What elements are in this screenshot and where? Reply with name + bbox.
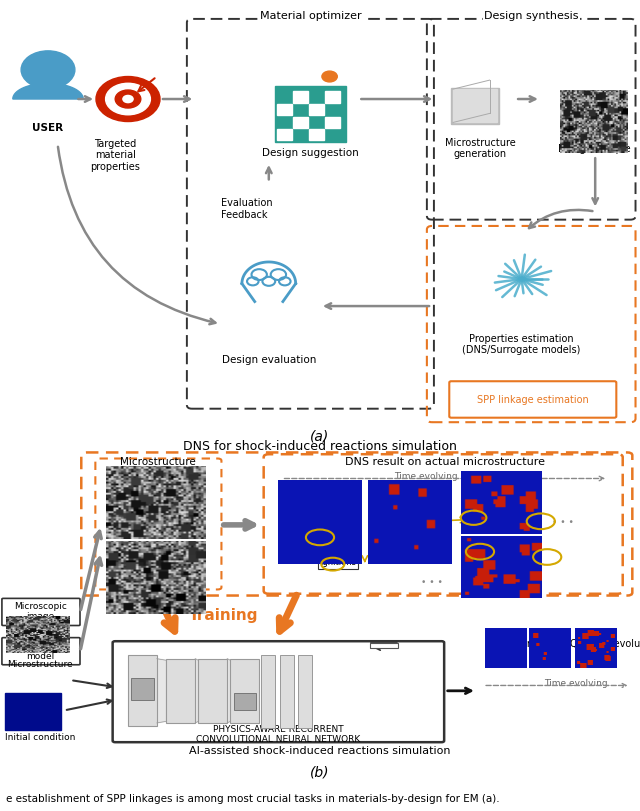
Text: (b): (b) [310,766,330,780]
Text: USER: USER [33,123,63,133]
Polygon shape [195,659,198,723]
Bar [309,104,324,115]
Bar [451,88,499,124]
Bar [277,129,292,140]
Text: Microstructure: Microstructure [8,659,73,668]
Text: AI-assisted shock-induced reactions simulation: AI-assisted shock-induced reactions simu… [189,746,451,757]
Bar [453,89,497,122]
Text: Design evaluation: Design evaluation [221,355,316,365]
Bar [293,117,308,128]
Circle shape [123,96,133,103]
Bar [128,655,157,727]
Bar [5,693,61,730]
Text: Design sample: Design sample [557,144,630,153]
Text: Hotspot
growth: Hotspot growth [374,512,407,531]
Bar [275,85,346,142]
Text: Properties estimation
(DNS/Surrogate models): Properties estimation (DNS/Surrogate mod… [463,333,580,355]
FancyBboxPatch shape [113,642,444,742]
Bar [131,678,154,700]
Text: Design synthesis: Design synthesis [484,11,579,21]
Text: • • •: • • • [552,518,574,527]
Text: • •: • • [557,662,572,672]
Circle shape [21,51,75,88]
Text: Material optimizer: Material optimizer [260,11,361,21]
Circle shape [115,90,141,108]
Text: Time evolving: Time evolving [544,679,608,689]
Bar [198,659,227,723]
Bar [370,642,398,648]
Text: • • •: • • • [421,577,443,587]
Bar [325,92,340,103]
Bar [261,655,275,728]
Text: Hotspot
ignitions: Hotspot ignitions [320,547,356,567]
Text: Microstructure: Microstructure [120,457,196,467]
Polygon shape [13,84,83,99]
Polygon shape [157,659,166,723]
Text: OR: OR [30,631,51,644]
Bar [309,129,324,140]
Bar [230,659,259,723]
Text: Evaluation
Feedback: Evaluation Feedback [221,199,273,220]
Text: • • •: • • • [338,518,360,527]
Circle shape [96,76,160,122]
Text: (a): (a) [310,430,330,444]
Text: DNS result on actual microstructure: DNS result on actual microstructure [345,457,545,467]
Circle shape [322,71,337,82]
Text: PARC-predicted QoI field evolution: PARC-predicted QoI field evolution [493,639,640,650]
Bar [234,693,256,710]
Text: DNS for shock-induced reactions simulation: DNS for shock-induced reactions simulati… [183,440,457,453]
Text: • • •: • • • [146,580,170,590]
Polygon shape [227,659,230,723]
Bar [280,655,294,728]
Text: PHYSICS-AWARE RECURRENT
CONVOLUTIONAL NEURAL NETWORK: PHYSICS-AWARE RECURRENT CONVOLUTIONAL NE… [196,725,360,744]
Text: Microstructure
generation: Microstructure generation [445,138,515,159]
Text: Shock
enters μS: Shock enters μS [291,483,332,503]
Bar [277,104,292,115]
Bar [293,92,308,103]
Text: Targeted
material
properties: Targeted material properties [90,139,140,172]
Text: e establishment of SPP linkages is among most crucial tasks in materials-by-desi: e establishment of SPP linkages is among… [6,794,500,804]
Circle shape [106,84,150,115]
Text: Microscopic
image: Microscopic image [14,602,67,621]
Text: Digital twin
model: Digital twin model [14,642,67,660]
Bar [166,659,195,723]
Bar [298,655,312,728]
Text: Training: Training [189,608,259,624]
Text: Time evolving: Time evolving [394,472,458,481]
Text: Design suggestion: Design suggestion [262,148,359,158]
Text: SPP linkage estimation: SPP linkage estimation [477,395,589,405]
Text: Initial condition: Initial condition [5,732,76,742]
Bar [325,117,340,128]
